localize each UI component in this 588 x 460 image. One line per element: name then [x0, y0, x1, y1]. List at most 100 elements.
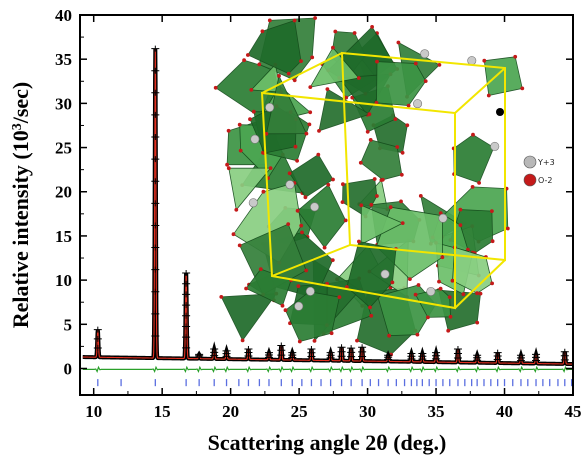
observed-point: [151, 222, 160, 229]
yttrium-atom: [248, 198, 258, 208]
oxygen-atom: [352, 31, 357, 35]
observed-point: [151, 266, 160, 273]
oxygen-atom: [416, 283, 421, 287]
oxygen-atom: [358, 160, 363, 165]
oxygen-atom: [219, 295, 224, 299]
oxygen-atom: [380, 177, 385, 182]
oxygen-atom: [437, 279, 441, 284]
unit-cell-edge: [454, 67, 506, 114]
oxygen-atom: [375, 194, 379, 198]
oxygen-atom: [370, 25, 374, 29]
oxygen-atom: [490, 209, 494, 214]
oxygen-atom: [225, 162, 230, 167]
oxygen-atom: [368, 138, 373, 142]
x-axis-title: Scattering angle 2θ (deg.): [208, 430, 447, 455]
oxygen-atom: [475, 291, 479, 296]
observed-point: [151, 134, 160, 141]
observed-point: [151, 111, 160, 118]
oxygen-atom: [331, 177, 335, 182]
observed-point: [182, 270, 191, 277]
x-tick-label: 15: [154, 402, 171, 421]
oxygen-atom: [344, 95, 349, 100]
yttrium-atom: [467, 56, 477, 66]
polyhedra-group: [213, 16, 525, 357]
observed-point: [151, 288, 160, 295]
observed-point: [93, 335, 102, 342]
oxygen-atom: [326, 182, 331, 187]
observed-point: [151, 310, 160, 317]
oxygen-atom: [359, 203, 364, 208]
x-tick-label: 40: [496, 402, 513, 421]
oxygen-atom: [295, 208, 300, 213]
observed-point: [407, 350, 416, 357]
calculated-profile-line: [82, 48, 573, 365]
oxygen-atom: [513, 54, 518, 59]
oxygen-atom: [299, 223, 304, 228]
observed-point: [182, 280, 191, 287]
legend-marker: [523, 173, 537, 187]
oxygen-atom: [418, 194, 423, 198]
x-tick-label: 20: [222, 402, 239, 421]
oxygen-atom: [237, 122, 242, 127]
plot-frame: [79, 14, 574, 396]
oxygen-atom: [505, 226, 510, 231]
oxygen-atom: [240, 338, 245, 343]
oxygen-atom: [482, 58, 487, 63]
oxygen-atom: [343, 218, 348, 223]
y-tick-label: 0: [64, 359, 73, 378]
observed-point: [453, 346, 462, 353]
oxygen-atom: [296, 284, 301, 288]
oxygen-atom: [295, 158, 299, 163]
oxygen-atom: [369, 202, 374, 207]
oxygen-atom: [408, 277, 412, 281]
oxygen-atom: [304, 268, 309, 273]
oxygen-atom: [369, 313, 374, 318]
yttrium-atom: [490, 141, 500, 151]
oxygen-atom: [316, 152, 321, 157]
oxygen-atom: [357, 239, 361, 244]
yttrium-atom: [250, 134, 260, 144]
x-tick-label: 30: [359, 402, 376, 421]
yttrium-atom: [426, 286, 436, 296]
oxygen-atom: [486, 93, 491, 98]
oxygen-atom: [331, 45, 335, 50]
oxygen-atom: [490, 281, 494, 286]
oxygen-atom: [458, 207, 463, 212]
observed-point: [516, 352, 525, 359]
legend-marker: [523, 155, 537, 169]
unit-cell-edge: [271, 244, 351, 277]
oxygen-atom: [399, 172, 404, 177]
oxygen-atom: [307, 122, 312, 127]
observed-point: [151, 200, 160, 207]
oxygen-atom: [471, 132, 475, 137]
y-tick-label: 40: [55, 6, 72, 25]
inset-legend: Y+3 O-2: [523, 155, 555, 187]
oxygen-atom: [400, 221, 405, 226]
observed-point: [326, 349, 335, 356]
polyhedron: [360, 204, 404, 246]
oxygen-atom: [415, 332, 420, 337]
oxygen-atom: [237, 243, 242, 248]
y-axis-title-end: /sec): [8, 82, 33, 125]
oxygen-atom: [446, 328, 451, 333]
observed-point: [532, 351, 541, 358]
observed-point: [182, 302, 191, 309]
x-tick-label: 25: [291, 402, 308, 421]
oxygen-atom: [310, 55, 315, 60]
observed-point: [182, 334, 191, 341]
difference-curve: [82, 365, 573, 374]
oxygen-atom: [368, 305, 372, 310]
observed-point: [473, 352, 482, 359]
oxygen-atom: [267, 18, 272, 23]
observed-point: [244, 346, 253, 353]
observed-point: [288, 349, 297, 356]
oxygen-atom: [330, 258, 335, 262]
oxygen-atom: [322, 245, 327, 250]
oxygen-atom: [355, 338, 359, 343]
oxygen-atom: [297, 339, 302, 344]
yttrium-atom: [438, 213, 448, 223]
oxygen-atom: [367, 112, 372, 117]
oxygen-atom: [251, 109, 256, 114]
oxygen-atom: [458, 223, 463, 228]
